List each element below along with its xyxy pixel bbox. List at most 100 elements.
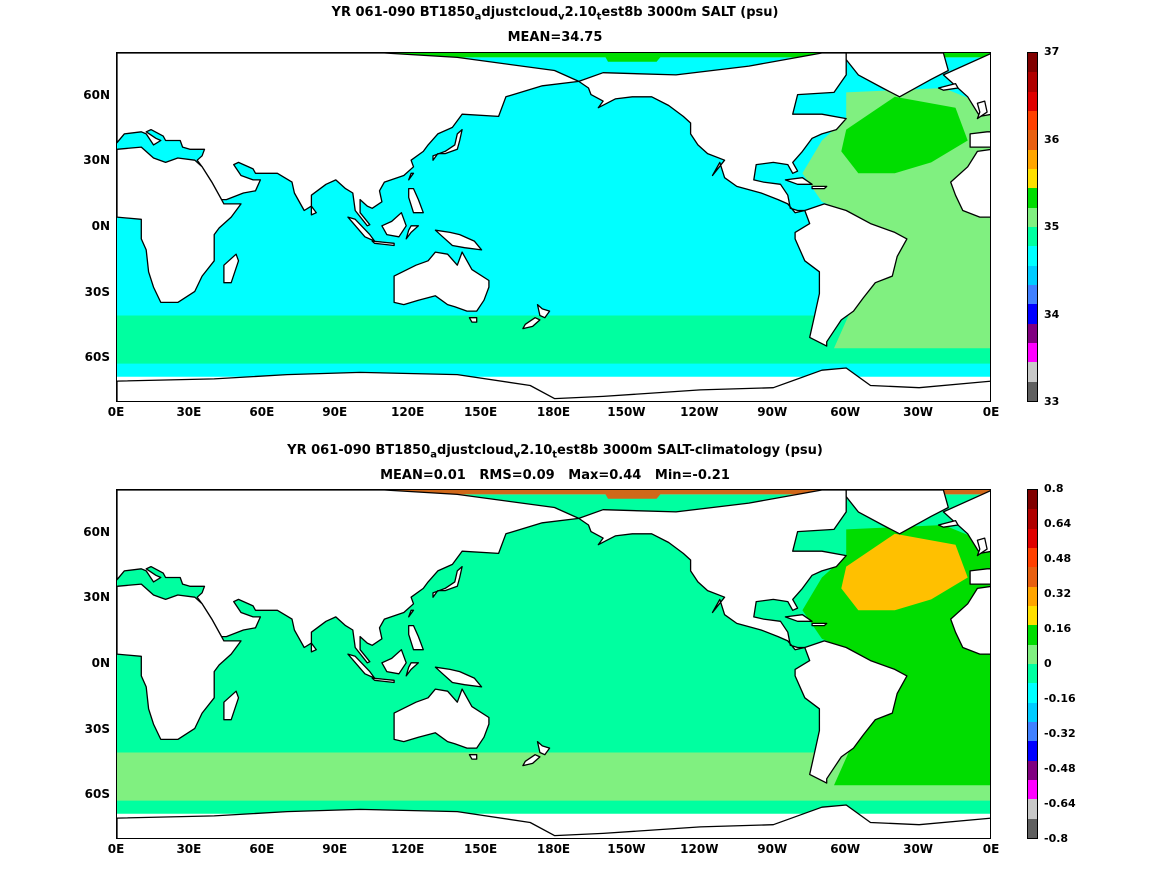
y-tick-label: 30N [83, 590, 110, 605]
land-java [371, 677, 395, 684]
land-iceland [937, 519, 959, 528]
x-tick-label: 30E [176, 405, 202, 419]
land-taiwan [408, 609, 415, 618]
north-atlantic-anomaly [841, 533, 968, 611]
colorbar-swatch [1028, 284, 1037, 305]
panel1-title-part4: est8b 3000m SALT (psu) [601, 5, 779, 20]
x-tick-label: 60E [249, 842, 275, 856]
panel1-map [116, 52, 991, 402]
colorbar-swatch [1028, 683, 1037, 703]
land-sulawesi [405, 662, 420, 677]
land-srilanka [310, 205, 317, 216]
panel2-title-main: YR 061-090 BT1850 [287, 443, 431, 458]
panel2-title-part2: djustcloud [437, 443, 514, 458]
land-europe [942, 490, 990, 555]
colorbar-tick-label: 0.48 [1044, 552, 1072, 565]
colorbar-swatch [1028, 779, 1037, 800]
colorbar-swatch [1028, 799, 1037, 819]
x-tick-label: 120W [680, 842, 719, 856]
colorbar-tick-label: -0.48 [1044, 762, 1076, 775]
land-madagascar [223, 253, 240, 284]
colorbar-tick-label: 0.32 [1044, 587, 1072, 600]
x-tick-label: 150W [607, 842, 646, 856]
panel1-title-sub-v: v [558, 11, 565, 23]
x-tick-label: 60W [830, 405, 861, 419]
y-tick-label: 0N [91, 656, 110, 670]
colorbar-tick-label: 0 [1044, 657, 1052, 670]
land-tasmania [468, 754, 478, 760]
land-srilanka [310, 642, 317, 653]
land-tasmania [468, 317, 478, 323]
colorbar-swatch [1028, 91, 1037, 111]
land-hispaniola [811, 185, 828, 190]
panel1-title-sub-t: t [596, 11, 602, 23]
land-hispaniola [811, 622, 828, 627]
panel1-stats: MEAN=34.75 [507, 30, 603, 45]
panel1-title-main: YR 061-090 BT1850 [331, 5, 475, 20]
land-europe [942, 53, 990, 118]
x-tick-label: 0E [107, 405, 125, 419]
land-namerica [578, 53, 847, 214]
colorbar-swatch [1028, 586, 1037, 606]
land-africa [117, 146, 242, 304]
land-uk [976, 537, 988, 557]
x-tick-label: 180E [536, 405, 571, 419]
land-cuba [784, 177, 813, 185]
land-sumatra [347, 653, 376, 679]
land-australia [393, 251, 490, 312]
x-tick-label: 90E [322, 405, 348, 419]
colorbar-swatch [1028, 362, 1037, 382]
x-tick-label: 60E [249, 405, 275, 419]
land-wafrica [950, 148, 990, 218]
panel1-title-part3: 2.10 [564, 5, 597, 20]
colorbar-swatch [1028, 702, 1037, 722]
x-tick-label: 120E [391, 842, 425, 856]
north-atlantic-anomaly [841, 96, 968, 174]
x-tick-label: 150E [463, 405, 498, 419]
colorbar-swatch [1028, 168, 1037, 189]
land-iberia [969, 131, 990, 148]
x-tick-label: 0E [982, 842, 1000, 856]
map-canvas [117, 53, 990, 401]
colorbar-tick-label: -0.32 [1044, 727, 1076, 740]
land-newguinea [434, 229, 483, 251]
land-cuba [784, 614, 813, 622]
panel1-colorbar [1027, 52, 1038, 402]
colorbar-tick-label: 0.16 [1044, 622, 1072, 635]
colorbar-swatch [1028, 741, 1037, 761]
y-tick-label: 60N [83, 87, 110, 102]
land-samerica [794, 640, 908, 784]
colorbar-tick-label: 35 [1044, 220, 1060, 233]
colorbar-swatch [1028, 246, 1037, 266]
panel1-title-part2: djustcloud [481, 5, 559, 20]
colorbar-swatch [1028, 188, 1037, 208]
colorbar-swatch [1028, 207, 1037, 227]
land-namerica [578, 490, 847, 651]
x-tick-label: 90W [757, 405, 788, 419]
land-africa [117, 583, 242, 741]
colorbar-swatch [1028, 760, 1037, 780]
land-eurasia [117, 53, 580, 227]
panel2-map [116, 489, 991, 839]
x-tick-label: 0E [107, 842, 125, 856]
panel1-title-sub-a: a [474, 11, 482, 23]
x-tick-label: 150W [607, 405, 646, 419]
map-canvas [117, 490, 990, 838]
colorbar-swatch [1028, 547, 1037, 568]
colorbar-swatch [1028, 323, 1037, 343]
land-greenland [845, 490, 949, 535]
x-tick-label: 180E [536, 842, 571, 856]
y-tick-label: 30S [84, 721, 110, 736]
land-java [371, 240, 395, 247]
x-tick-label: 0E [982, 405, 1000, 419]
x-tick-label: 60W [830, 842, 861, 856]
colorbar-swatch [1028, 110, 1037, 131]
x-tick-label: 120W [680, 405, 719, 419]
southern-ocean-band [117, 315, 990, 364]
land-newguinea [434, 666, 483, 688]
land-nz_s [522, 317, 541, 330]
y-tick-label: 60S [84, 787, 110, 802]
land-australia [393, 688, 490, 749]
land-taiwan [408, 172, 415, 181]
colorbar-swatch [1028, 509, 1037, 529]
